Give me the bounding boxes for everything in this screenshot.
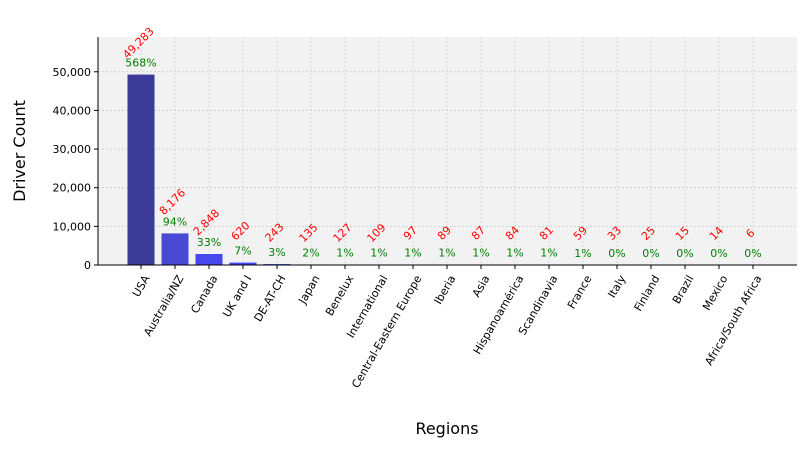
x-tick-label: Japan <box>295 273 322 307</box>
percent-label: 1% <box>540 247 557 260</box>
y-ticks: 0 10,000 20,000 30,000 40,000 50,000 <box>53 66 98 272</box>
y-tick-label: 20,000 <box>53 182 92 195</box>
y-axis-title: Driver Count <box>10 100 29 202</box>
percent-label: 2% <box>302 246 319 259</box>
bars <box>127 74 767 265</box>
grid-lines <box>98 37 797 265</box>
x-tick-label: Mexico <box>700 273 731 313</box>
x-tick-label: DE-AT-CH <box>252 273 289 324</box>
percent-label: 0% <box>642 247 659 260</box>
bar <box>127 74 155 265</box>
x-tick-label: Brazil <box>670 273 697 306</box>
x-tick-label: Central-Eastern Europe <box>349 273 424 391</box>
x-tick-label: Finland <box>632 273 663 314</box>
percent-label: 0% <box>676 247 693 260</box>
x-tick-label: Iberia <box>432 273 459 307</box>
x-tick-label: France <box>565 273 595 311</box>
percent-label: 0% <box>608 247 625 260</box>
percent-label: 3% <box>268 246 285 259</box>
y-tick-label: 30,000 <box>53 143 92 156</box>
bar <box>195 253 223 265</box>
percent-label: 0% <box>744 247 761 260</box>
percent-label: 0% <box>710 247 727 260</box>
percent-label: 1% <box>404 247 421 260</box>
y-tick-label: 50,000 <box>53 66 92 79</box>
x-tick-label: USA <box>130 273 153 300</box>
percent-label: 1% <box>574 247 591 260</box>
y-tick-label: 10,000 <box>53 220 92 233</box>
x-tick-label: UK and I <box>220 273 254 320</box>
x-axis-title: Regions <box>415 419 478 438</box>
bar <box>229 262 257 265</box>
percent-label: 1% <box>336 247 353 260</box>
y-tick-label: 40,000 <box>53 104 92 117</box>
x-tick-label: Canada <box>188 273 220 316</box>
x-tick-label: Italy <box>605 273 628 301</box>
bar <box>161 233 189 265</box>
percent-label: 1% <box>506 247 523 260</box>
percent-label: 1% <box>370 247 387 260</box>
percent-label: 33% <box>197 236 221 249</box>
percent-label: 1% <box>438 247 455 260</box>
percent-label: 1% <box>472 247 489 260</box>
percent-label: 568% <box>125 57 156 70</box>
y-tick-label: 0 <box>84 259 91 272</box>
x-tick-label: Benelux <box>323 273 357 319</box>
x-tick-label: Asia <box>470 273 493 299</box>
percent-label: 94% <box>163 215 187 228</box>
plot-background <box>98 37 797 265</box>
percent-label: 7% <box>234 245 251 258</box>
